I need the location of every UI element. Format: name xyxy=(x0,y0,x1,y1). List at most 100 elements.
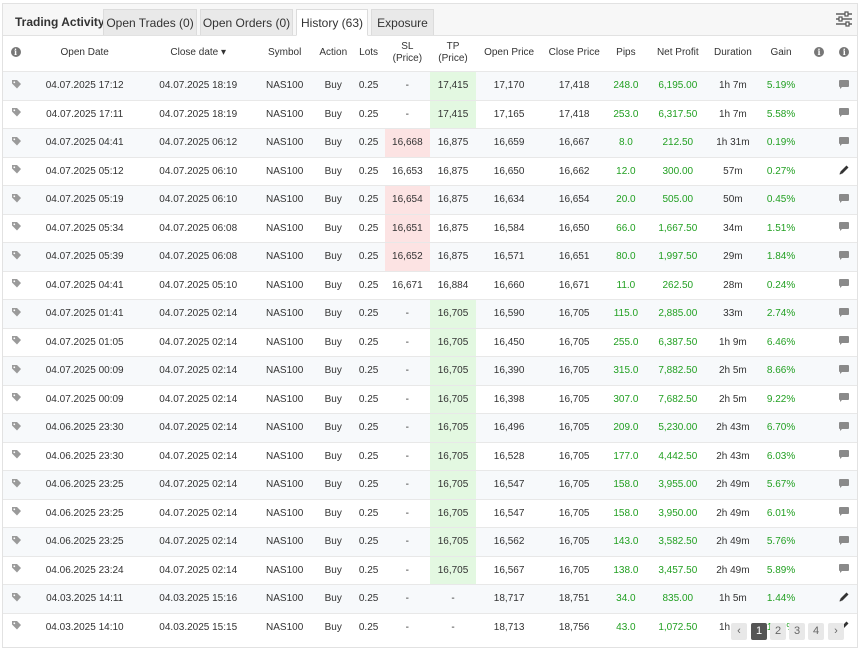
comment-icon[interactable] xyxy=(838,393,850,406)
table-row[interactable]: 04.07.2025 00:09 04.07.2025 02:14 NAS100 Bu… xyxy=(3,356,857,385)
table-row[interactable]: 04.07.2025 01:41 04.07.2025 02:14 NAS100 Bu… xyxy=(3,299,857,328)
tag-icon[interactable] xyxy=(11,221,21,231)
header-duration[interactable]: Duration xyxy=(713,47,752,58)
tag-icon[interactable] xyxy=(11,307,21,317)
page-button-3[interactable]: 3 xyxy=(789,623,805,640)
tag-icon[interactable] xyxy=(11,136,21,146)
comment-icon[interactable] xyxy=(838,421,850,435)
tag-icon[interactable] xyxy=(11,421,21,431)
header-tag-col: i xyxy=(3,35,28,72)
table-row[interactable]: 04.03.2025 14:11 04.03.2025 15:16 NAS100 Bu… xyxy=(3,584,857,613)
table-row[interactable]: 04.06.2025 23:30 04.07.2025 02:14 NAS100 Bu… xyxy=(3,413,857,442)
tab-history[interactable]: History (63) xyxy=(296,9,368,36)
comment-icon[interactable] xyxy=(838,336,850,349)
table-row[interactable]: 04.07.2025 05:39 04.07.2025 06:08 NAS100 Bu… xyxy=(3,242,857,271)
page-button-1[interactable]: 1 xyxy=(751,623,767,640)
comment-icon[interactable] xyxy=(838,108,850,121)
header-open-price[interactable]: Open Price xyxy=(484,47,535,58)
tag-icon[interactable] xyxy=(11,535,21,545)
pencil-icon[interactable] xyxy=(838,165,850,179)
comment-icon[interactable] xyxy=(838,193,850,207)
comment-icon[interactable] xyxy=(838,307,850,321)
info-icon[interactable]: i xyxy=(814,47,824,57)
pencil-icon[interactable] xyxy=(838,592,850,606)
header-open-date[interactable]: Open Date xyxy=(60,47,109,58)
comment-icon[interactable] xyxy=(838,364,850,378)
tag-icon[interactable] xyxy=(11,392,21,402)
next-page-button[interactable]: › xyxy=(828,623,844,640)
table-row[interactable]: 04.06.2025 23:25 04.07.2025 02:14 NAS100 Bu… xyxy=(3,498,857,528)
tag-icon[interactable] xyxy=(11,563,21,573)
table-row[interactable]: 04.07.2025 04:41 04.07.2025 06:12 NAS100 Bu… xyxy=(3,128,857,157)
comment-icon[interactable] xyxy=(838,507,850,520)
header-action[interactable]: Action xyxy=(319,47,348,58)
comment-icon[interactable] xyxy=(838,535,850,549)
page-button-4[interactable]: 4 xyxy=(808,623,824,640)
comment-icon[interactable] xyxy=(838,450,850,463)
settings-sliders-icon[interactable] xyxy=(835,10,853,28)
table-row[interactable]: 04.07.2025 05:19 04.07.2025 06:10 NAS100 Bu… xyxy=(3,185,857,214)
comment-icon[interactable] xyxy=(838,79,850,93)
comment-icon[interactable] xyxy=(838,279,850,292)
comment-icon[interactable] xyxy=(838,564,850,577)
header-close-date[interactable]: Close date ▾ xyxy=(141,35,255,72)
table-row[interactable]: 04.07.2025 17:12 04.07.2025 18:19 NAS100 Bu… xyxy=(3,71,857,100)
tab-open-trades[interactable]: Open Trades (0) xyxy=(103,9,197,35)
tab-exposure[interactable]: Exposure xyxy=(371,9,434,35)
table-row[interactable]: 04.03.2025 14:10 04.03.2025 15:15 NAS100 Bu… xyxy=(3,612,857,641)
comment-icon[interactable] xyxy=(838,136,850,150)
tag-icon[interactable] xyxy=(11,107,21,117)
tag-icon[interactable] xyxy=(11,79,21,89)
gain-cell: 5.89% xyxy=(755,555,807,585)
sl-cell: - xyxy=(384,612,430,641)
table-row[interactable]: 04.07.2025 17:11 04.07.2025 18:19 NAS100 Bu… xyxy=(3,99,857,129)
duration-cell: 2h 49m xyxy=(710,498,756,528)
page-button-2[interactable]: 2 xyxy=(770,623,786,640)
tag-icon[interactable] xyxy=(11,250,21,260)
header-sl[interactable]: SL (Price) xyxy=(385,35,430,72)
table-row[interactable]: 04.07.2025 00:09 04.07.2025 02:14 NAS100 Bu… xyxy=(3,384,857,414)
info-icon[interactable]: i xyxy=(10,47,21,57)
info-icon[interactable]: i xyxy=(839,47,850,57)
table-row[interactable]: 04.07.2025 05:12 04.07.2025 06:10 NAS100 Bu… xyxy=(3,156,857,186)
comment-icon[interactable] xyxy=(838,250,850,264)
header-gain[interactable]: Gain xyxy=(770,47,792,58)
header-symbol[interactable]: Symbol xyxy=(267,47,302,58)
header-pips[interactable]: Pips xyxy=(616,47,636,58)
tag-icon[interactable] xyxy=(11,478,21,488)
tp-cell: 16,705 xyxy=(429,470,477,499)
table-row[interactable]: 04.06.2025 23:30 04.07.2025 02:14 NAS100 Bu… xyxy=(3,441,857,471)
tag-icon[interactable] xyxy=(11,620,21,630)
tag-icon[interactable] xyxy=(11,193,21,203)
header-lots[interactable]: Lots xyxy=(359,47,379,58)
tag-icon[interactable] xyxy=(11,364,21,374)
prev-page-button[interactable]: ‹ xyxy=(731,623,747,640)
table-row[interactable]: 04.07.2025 01:05 04.07.2025 02:14 NAS100 Bu… xyxy=(3,327,857,357)
tag-icon[interactable] xyxy=(11,164,21,174)
tag-icon[interactable] xyxy=(11,449,21,459)
symbol-cell: NAS100 xyxy=(255,327,315,357)
tag-icon[interactable] xyxy=(11,506,21,516)
header-net-profit[interactable]: Net Profit xyxy=(656,47,699,58)
comment-icon[interactable] xyxy=(838,222,850,235)
header-tp[interactable]: TP (Price) xyxy=(430,35,476,72)
pips-cell: 11.0 xyxy=(606,270,646,300)
table-row[interactable]: 04.07.2025 05:34 04.07.2025 06:08 NAS100 Bu… xyxy=(3,213,857,243)
table-row[interactable]: 04.07.2025 04:41 04.07.2025 05:10 NAS100 Bu… xyxy=(3,270,857,300)
gain-cell: 5.19% xyxy=(755,71,807,100)
table-row[interactable]: 04.06.2025 23:25 04.07.2025 02:14 NAS100 Bu… xyxy=(3,470,857,499)
table-row[interactable]: 04.06.2025 23:25 04.07.2025 02:14 NAS100 Bu… xyxy=(3,527,857,556)
header-close-price[interactable]: Close Price xyxy=(548,47,600,58)
tag-cell xyxy=(3,99,29,129)
close-price-cell: 16,705 xyxy=(542,498,607,528)
close-date-cell: 04.07.2025 02:14 xyxy=(141,555,256,585)
comment-icon[interactable] xyxy=(838,478,850,492)
sl-cell: 16,652 xyxy=(384,242,430,271)
tag-icon[interactable] xyxy=(11,335,21,345)
tag-icon[interactable] xyxy=(11,278,21,288)
table-row[interactable]: 04.06.2025 23:24 04.07.2025 02:14 NAS100 Bu… xyxy=(3,555,857,585)
tab-open-orders[interactable]: Open Orders (0) xyxy=(200,9,293,35)
row-action-cell xyxy=(831,527,857,556)
close-price-cell: 17,418 xyxy=(542,99,607,129)
tag-icon[interactable] xyxy=(11,592,21,602)
